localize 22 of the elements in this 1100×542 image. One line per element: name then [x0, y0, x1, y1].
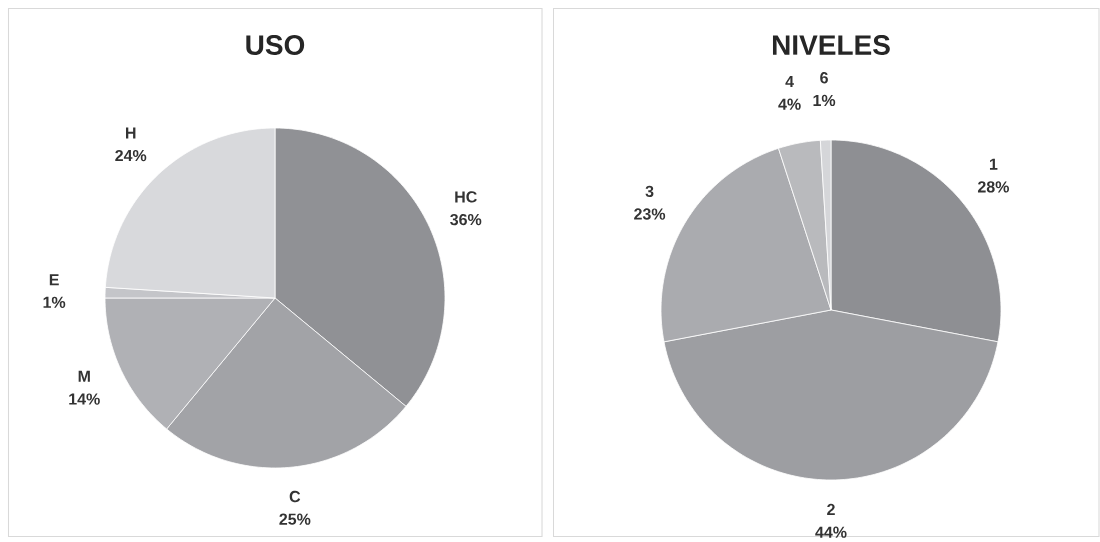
slice-label: HC: [455, 191, 477, 203]
slice-label: 1: [989, 158, 998, 170]
chart-title: USO: [246, 34, 305, 55]
data-label: 14%: [69, 393, 100, 405]
data-label: 36%: [450, 213, 482, 226]
slice-label: 4: [785, 75, 794, 87]
slice-label: M: [78, 370, 90, 382]
data-label: 4%: [778, 98, 801, 110]
slice-label: 3: [645, 185, 654, 197]
slice-label: C: [289, 490, 301, 503]
data-label: 44%: [815, 526, 847, 538]
chart-title: NIVELES: [772, 34, 890, 55]
data-label: 28%: [977, 181, 1009, 193]
data-label: 1%: [43, 296, 66, 308]
slice-label: H: [126, 127, 136, 139]
data-label: 25%: [279, 513, 311, 525]
data-label: 23%: [634, 208, 666, 220]
slice-label: E: [49, 274, 59, 286]
data-label: 1%: [813, 94, 836, 106]
data-label: 24%: [115, 149, 147, 162]
slice-label: 6: [820, 72, 828, 84]
slice-label: 2: [827, 503, 835, 515]
